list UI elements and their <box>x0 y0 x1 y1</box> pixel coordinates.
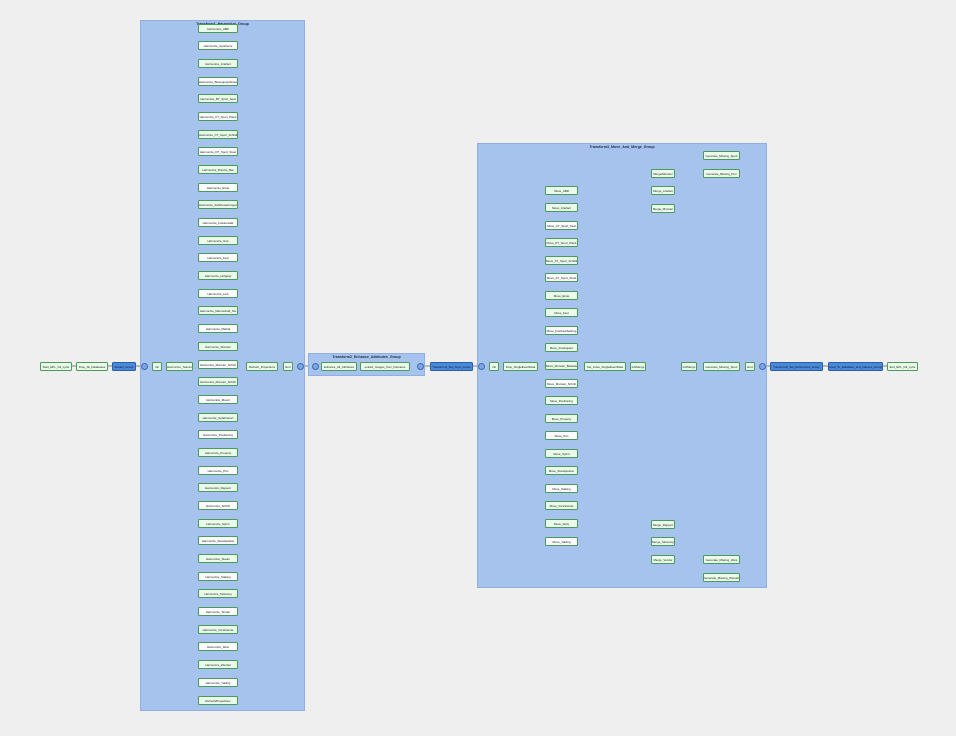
extract-images-node[interactable]: extract_Images_from_Filename <box>360 362 410 371</box>
group-title: Transform2_Enhance_Attributes_Group <box>332 355 401 359</box>
harmonize-node[interactable]: Harmonize_CT_Sport_Plank <box>198 111 238 121</box>
move-node[interactable]: Move_ST_Sport_Stuet <box>545 273 578 283</box>
harmonize-node[interactable]: Harmonize_Monster_Schritt <box>198 377 238 387</box>
harmonize-node[interactable]: Harmonize_Monster_Schritt <box>198 359 238 369</box>
move-node[interactable]: Move_Monster_Belastet <box>545 361 578 370</box>
harmonize-node[interactable]: Harmonize_Martial <box>198 324 238 334</box>
init-node[interactable]: Init <box>152 362 162 371</box>
move-node[interactable]: Move_Positioning <box>545 396 578 406</box>
generate-node[interactable]: Generate_Missing_Sport <box>703 150 740 160</box>
harmonize-node[interactable]: Harmonize_Apotheme <box>198 41 238 51</box>
merge-node[interactable]: Merge/Monster <box>651 168 675 178</box>
start-node[interactable]: Start_EPL_full_cycle <box>40 362 72 371</box>
merge-node[interactable]: Merge_Monster <box>651 203 675 213</box>
harmonize-node[interactable]: Harmonize_Standpositon <box>198 536 238 546</box>
harmonize-node[interactable]: Harmonize_Fahrbewertungen <box>198 200 238 210</box>
harmonize-node[interactable]: Harmonize_Schrift <box>198 500 238 510</box>
move-node[interactable]: Move_CT_Sport_Seat <box>545 220 578 230</box>
move-node[interactable]: Move_Monster_Schritt <box>545 378 578 388</box>
harmonize-node[interactable]: Harmonize_CT_Sport_Schildt <box>198 129 238 139</box>
harmonize-node[interactable]: Harmonize_Sprint <box>198 518 238 528</box>
init-node[interactable]: Init <box>489 362 499 371</box>
move-node[interactable]: Move_DT_Sport_Plank <box>545 238 578 248</box>
junction-circle <box>417 363 424 370</box>
harmonize-node[interactable]: Harmonize_Mount <box>198 394 238 404</box>
harmonize-node[interactable]: Harmonize_Gefahrsport <box>198 412 238 422</box>
harmonize-node[interactable]: Harmonize_Tattooing <box>198 589 238 599</box>
move-node[interactable]: Move_ST_Sport_Schildt <box>545 255 578 265</box>
transform4-group-node[interactable]: Transform4_Set_Keys_Group <box>430 362 473 371</box>
merge-node[interactable]: Merge_Sitzening <box>651 536 675 546</box>
harmonize-node[interactable]: Harmonize_Tender <box>198 607 238 617</box>
merge-node[interactable]: Merge_Vendor <box>651 554 675 564</box>
harmonize-node[interactable]: Harmonize_Monster <box>198 341 238 351</box>
move-node[interactable]: Move_Erste <box>545 290 578 300</box>
merge-node[interactable]: Merge_Artefact <box>651 185 675 195</box>
init-merge-node[interactable]: Init/Merge <box>630 362 646 371</box>
junction-circle <box>141 363 148 370</box>
harmonize-node[interactable]: Harmonize_Erste <box>198 182 238 192</box>
harmonize-node[interactable]: Harmonize_Fest <box>198 253 238 263</box>
junction-circle <box>297 363 304 370</box>
generate-missing-sport-node[interactable]: Generate_Missing_Sport <box>703 362 740 371</box>
harmonize-node[interactable]: Harmonize_Weis <box>198 642 238 652</box>
harmonize-node[interactable]: Harmonize_Pun <box>198 465 238 475</box>
move-node[interactable]: Move_Fotokopiert <box>545 343 578 353</box>
init-merge-node[interactable]: Init/Merge <box>681 362 697 371</box>
harmonize-node[interactable]: Harmonize_Vorsitzende <box>198 624 238 634</box>
junction-circle <box>312 363 319 370</box>
harmonize-node[interactable]: Harmonize_Bewegungsbewertung <box>198 76 238 86</box>
harmonize-node[interactable]: Harmonize_BT_Sport_Seat <box>198 94 238 104</box>
move-node[interactable]: Move_Vorsitzende <box>545 501 578 511</box>
end-node[interactable]: End <box>283 362 293 371</box>
move-node[interactable]: Move_Yakling <box>545 536 578 546</box>
junction-circle <box>478 363 485 370</box>
transform5-group-node[interactable]: Transform5_Set_References_Group <box>770 362 823 371</box>
end-node[interactable]: End <box>745 362 755 371</box>
move-node[interactable]: Move_Staking <box>545 483 578 493</box>
move-node[interactable]: Move_Fest <box>545 308 578 318</box>
enhance-attributes-node[interactable]: Enhance_All_Attributes <box>321 362 357 371</box>
harmonize-node[interactable]: Harmonize_Positioning <box>198 430 238 440</box>
set-index-node[interactable]: Set_Index_SingleEventData <box>584 362 626 371</box>
harmonize-node[interactable]: Harmonize_Steam <box>198 554 238 564</box>
move-node[interactable]: Move_Artefact <box>545 203 578 213</box>
extract-group-node[interactable]: Extract_Group <box>112 362 136 371</box>
harmonize-node[interactable]: Harmonize_Fotokontakt <box>198 218 238 228</box>
harmonize-node[interactable]: Harmonize_Mannschaft_Stu <box>198 306 238 316</box>
harmonize-node[interactable]: Harmonize_Artefact <box>198 58 238 68</box>
drop-single-event-node[interactable]: Drop_SingleEventData <box>503 362 538 371</box>
harmonize-node[interactable]: Harmonize_DiscGo_Bar <box>198 164 238 174</box>
move-node[interactable]: Move_ABR <box>545 185 578 195</box>
junction-circle <box>759 363 766 370</box>
harmonize-node[interactable]: Harmonize_Staking <box>198 571 238 581</box>
harmonize-node[interactable]: Harmonize_Lieb <box>198 288 238 298</box>
move-node[interactable]: Move_Pun <box>545 431 578 441</box>
move-node[interactable]: Move_Sprint <box>545 448 578 458</box>
merge-node[interactable]: Merge_Rapport <box>651 519 675 529</box>
generate-node[interactable]: Generate_Missing_Pun <box>703 168 740 178</box>
harmonize-node[interactable]: Harmonize_DT_Sport_Stuet <box>198 147 238 157</box>
move-node[interactable]: Move_Weis <box>545 518 578 528</box>
harmonize-node[interactable]: Refresh/Projections <box>198 695 238 705</box>
harmonize-node[interactable]: Harmonize_Yakling <box>198 677 238 687</box>
move-node[interactable]: Move_Property <box>545 413 578 423</box>
group-title: Transform3_Move_And_Merge_Group <box>589 145 655 149</box>
drop-databases-node[interactable]: Drop_All_Databases <box>76 362 108 371</box>
harmonize-node[interactable]: Harmonize_ABR <box>198 23 238 33</box>
refresh-projections-node[interactable]: Refresh_Projections <box>246 362 278 371</box>
harmonize-node[interactable]: Harmonize_Wendel <box>198 660 238 670</box>
harmonize-node[interactable]: Harmonize_Hofgang <box>198 271 238 281</box>
harmonize-node[interactable]: Harmonize_Property <box>198 447 238 457</box>
harmonize-teamnames-node[interactable]: Harmonize_Teamnames <box>166 362 193 371</box>
harmonize-node[interactable]: Harmonize_Rapport <box>198 483 238 493</box>
harmonize-node[interactable]: Harmonize_Grip <box>198 235 238 245</box>
generate-node[interactable]: Generate_Missing_Wendel <box>703 572 740 582</box>
move-node[interactable]: Move_Standpositon <box>545 466 578 476</box>
load-group-node[interactable]: Load_To_Database_and_Indexes_Group <box>828 362 883 371</box>
end-epl-node[interactable]: End_EPL_full_cycle <box>887 362 918 371</box>
generate-node[interactable]: Generate_Missing_Weis <box>703 554 740 564</box>
move-node[interactable]: Move_Fotobearbeitung <box>545 325 578 335</box>
